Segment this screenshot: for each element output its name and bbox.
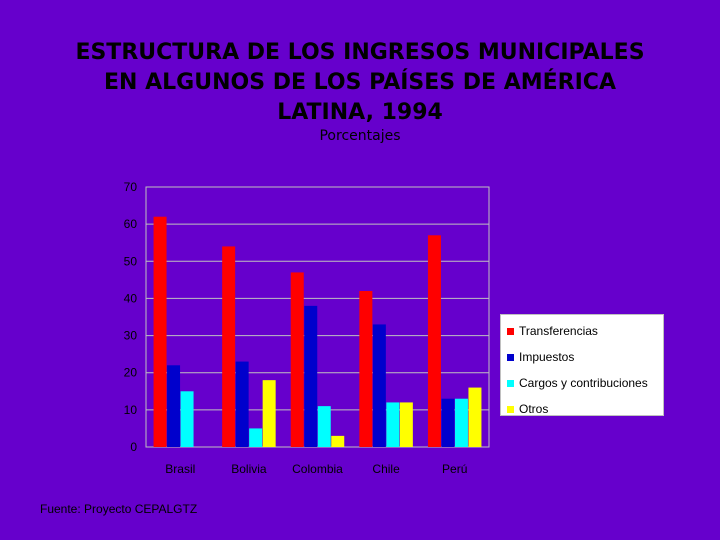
bar-perú-3 <box>454 398 468 447</box>
title-line-2: EN ALGUNOS DE LOS PAÍSES DE AMÉRICA <box>104 70 616 95</box>
legend-swatch-cargos <box>507 379 514 387</box>
bar-bolivia-3 <box>249 428 263 447</box>
y-tick-label-50: 50 <box>124 254 138 268</box>
x-tick-label-3: Chile <box>372 462 400 476</box>
plot-area <box>145 186 490 448</box>
legend-swatch-otros <box>507 405 514 413</box>
bar-chile-2 <box>372 324 386 447</box>
y-tick-label-10: 10 <box>124 403 138 417</box>
legend-label-impuestos: Impuestos <box>519 350 575 364</box>
x-tick-label-1: Bolivia <box>231 462 267 476</box>
legend-item-transferencias: Transferencias <box>507 318 657 344</box>
y-tick-label-20: 20 <box>124 366 138 380</box>
bar-perú-2 <box>441 398 455 447</box>
legend-item-otros: Otros <box>507 396 657 422</box>
bar-bolivia-4 <box>262 380 276 447</box>
bar-colombia-4 <box>331 435 345 447</box>
y-tick-label-40: 40 <box>124 291 138 305</box>
source-note: Fuente: Proyecto CEPALGTZ <box>40 502 198 516</box>
legend-swatch-impuestos <box>507 353 514 361</box>
legend: Transferencias Impuestos Cargos y contri… <box>500 314 664 416</box>
bar-bolivia-2 <box>235 361 249 447</box>
legend-label-otros: Otros <box>519 402 549 416</box>
y-tick-label-70: 70 <box>124 180 138 194</box>
bar-colombia-3 <box>317 406 331 447</box>
legend-label-transferencias: Transferencias <box>519 324 598 338</box>
title-line-3: LATINA, 1994 <box>277 100 443 125</box>
bar-perú-4 <box>468 387 482 447</box>
x-tick-label-0: Brasil <box>165 462 195 476</box>
y-tick-label-0: 0 <box>130 440 137 454</box>
bar-perú-1 <box>427 235 441 447</box>
legend-swatch-transferencias <box>507 327 514 335</box>
legend-item-cargos: Cargos y contribuciones <box>507 370 657 396</box>
chart-subtitle: Porcentajes <box>319 128 401 144</box>
y-tick-label-30: 30 <box>124 329 138 343</box>
x-tick-label-2: Colombia <box>292 462 343 476</box>
bar-colombia-1 <box>290 272 304 447</box>
legend-label-cargos: Cargos y contribuciones <box>519 376 648 390</box>
bar-brasil-1 <box>153 216 167 447</box>
title-line-1: ESTRUCTURA DE LOS INGRESOS MUNICIPALES <box>75 40 645 65</box>
bar-brasil-2 <box>167 365 181 447</box>
legend-item-impuestos: Impuestos <box>507 344 657 370</box>
chart-title: ESTRUCTURA DE LOS INGRESOS MUNICIPALES E… <box>0 38 720 128</box>
bar-bolivia-1 <box>222 246 236 447</box>
bar-chile-4 <box>399 402 413 447</box>
y-tick-label-60: 60 <box>124 217 138 231</box>
x-tick-label-4: Perú <box>442 462 467 476</box>
bar-chile-3 <box>386 402 400 447</box>
bar-colombia-2 <box>304 305 318 447</box>
bar-brasil-3 <box>180 391 194 447</box>
bar-chile-1 <box>359 291 373 447</box>
